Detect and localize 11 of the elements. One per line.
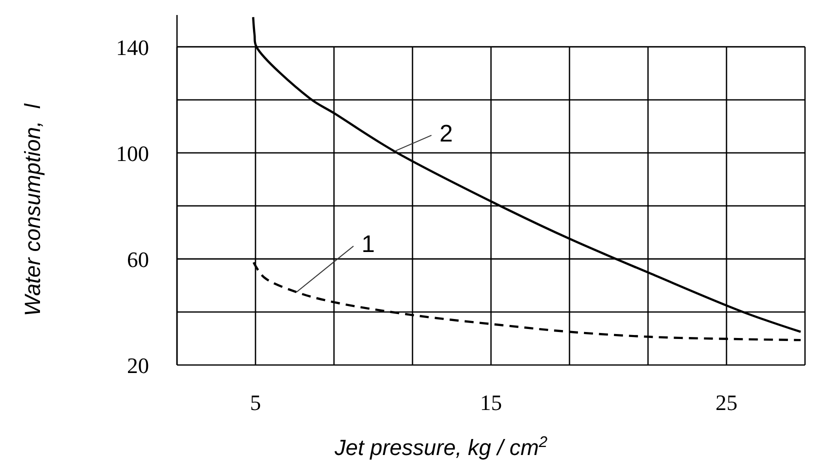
y-tick-label: 60 bbox=[127, 246, 149, 272]
y-tick-label: 140 bbox=[116, 34, 149, 60]
y-tick-label: 100 bbox=[116, 140, 149, 166]
x-axis-title: Jet pressure, kg / cm$^{2}$ bbox=[334, 434, 548, 460]
x-tick-label: 5 bbox=[250, 390, 261, 415]
text: 1 bbox=[361, 231, 375, 258]
x-tick-label: 25 bbox=[716, 390, 738, 415]
y-tick-label: 20 bbox=[127, 353, 149, 378]
series-label: 2 bbox=[439, 120, 453, 148]
x-tick-label: 15 bbox=[480, 390, 502, 415]
y-axis-title: Water consumption, l bbox=[20, 102, 45, 316]
